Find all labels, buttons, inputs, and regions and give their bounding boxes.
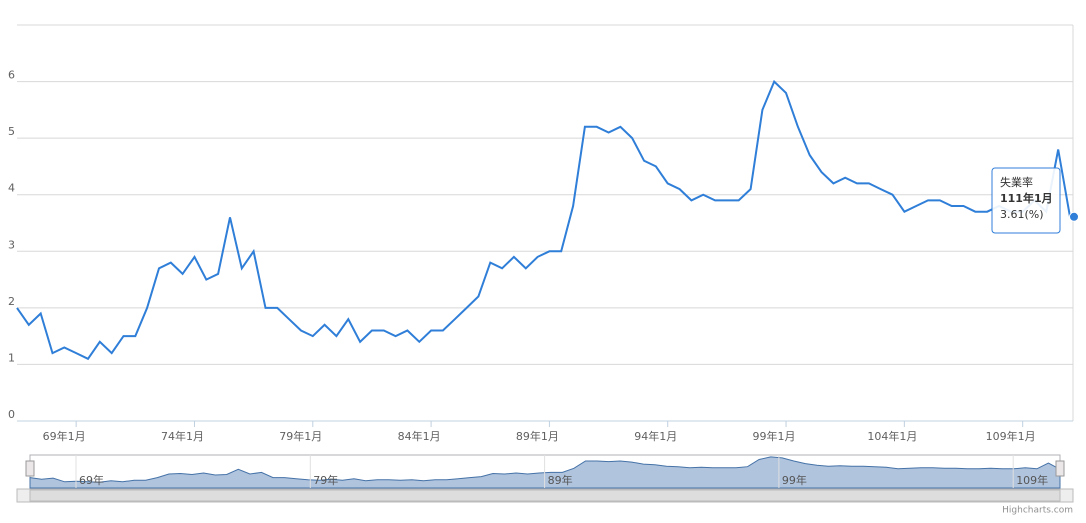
scrollbar-thumb[interactable] xyxy=(29,489,1061,502)
x-tick-label: 84年1月 xyxy=(398,429,441,443)
tooltip-marker xyxy=(1069,211,1079,222)
credit: Highcharts.com xyxy=(1002,506,1073,516)
tooltip: 失業率 111年1月 3.61(%) xyxy=(991,167,1061,234)
y-tick-label: 0 xyxy=(8,408,15,421)
x-tick-label: 99年1月 xyxy=(753,429,796,443)
y-tick-label: 5 xyxy=(8,125,15,138)
y-tick-label: 2 xyxy=(8,295,15,308)
x-tick-label: 79年1月 xyxy=(279,429,322,443)
tooltip-x: 111年1月 xyxy=(1000,191,1053,205)
x-tick-label: 74年1月 xyxy=(161,429,204,443)
line xyxy=(16,79,1071,361)
x-tick-label: 109年1月 xyxy=(986,429,1036,443)
x-tick-label: 89年1月 xyxy=(516,429,559,443)
navigator-handle[interactable] xyxy=(1055,460,1065,477)
navigator-label: 79年 xyxy=(313,473,338,487)
navigator-area xyxy=(29,456,1061,489)
x-tick-label: 104年1月 xyxy=(867,429,917,443)
navigator-label: 69年 xyxy=(79,473,104,487)
y-tick-label: 1 xyxy=(8,351,15,364)
tooltip-series: 失業率 xyxy=(1000,175,1033,189)
x-tick-label: 69年1月 xyxy=(43,429,86,443)
y-tick-label: 4 xyxy=(8,182,15,195)
tooltip-box xyxy=(991,167,1061,234)
navigator-label: 89年 xyxy=(548,473,573,487)
y-tick-label: 6 xyxy=(8,69,15,82)
navigator-handle[interactable] xyxy=(25,460,35,477)
navigator-label: 99年 xyxy=(782,473,807,487)
x-tick-label: 94年1月 xyxy=(634,429,677,443)
navigator-label: 109年 xyxy=(1016,473,1048,487)
tooltip-value: 3.61(%) xyxy=(1000,208,1044,221)
y-tick-label: 3 xyxy=(8,238,15,251)
